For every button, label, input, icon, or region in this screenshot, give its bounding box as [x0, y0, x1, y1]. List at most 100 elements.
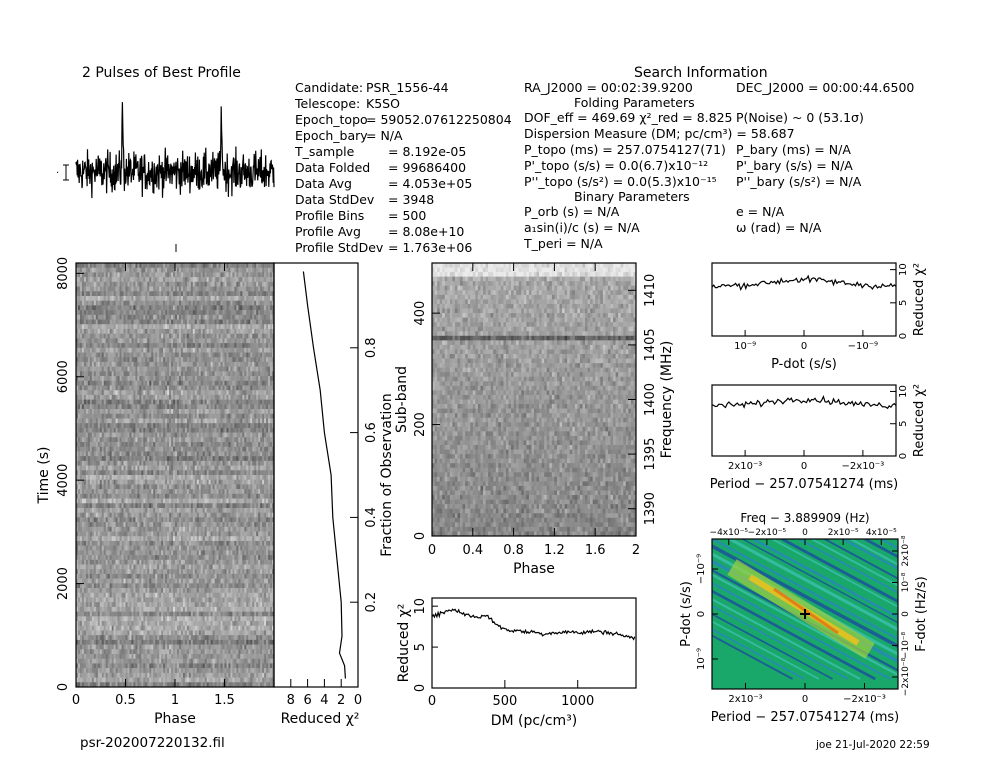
pixel: [157, 267, 160, 273]
pixel: [151, 399, 154, 405]
pixel: [220, 442, 223, 448]
pixel: [131, 442, 134, 448]
pixel: [85, 446, 89, 452]
pixel: [85, 475, 89, 481]
pixel: [131, 328, 134, 334]
pixel: [79, 493, 83, 499]
pixel: [119, 413, 122, 419]
pixel: [167, 295, 170, 301]
pixel: [206, 319, 209, 325]
pixel: [121, 489, 124, 495]
pixel: [161, 427, 164, 433]
pixel: [234, 484, 237, 490]
pixel: [182, 413, 186, 419]
pixel: [222, 437, 225, 443]
pixel: [139, 427, 142, 433]
pixel: [141, 399, 144, 405]
pixel: [252, 489, 255, 495]
pixel: [129, 281, 132, 287]
pixel: [208, 394, 211, 400]
pixel: [97, 390, 101, 396]
pixel: [151, 394, 154, 400]
pixel: [137, 352, 140, 358]
pixel: [101, 310, 105, 316]
pixel: [214, 456, 217, 462]
pixel: [81, 366, 85, 372]
pixel: [234, 418, 237, 424]
pixel: [165, 404, 168, 410]
pixel: [107, 272, 110, 278]
pixel: [190, 413, 194, 419]
pixel: [270, 324, 273, 330]
pixel: [234, 437, 237, 443]
pixel: [254, 352, 257, 358]
pixel: [254, 380, 257, 386]
pixel: [200, 319, 204, 325]
pixel: [270, 385, 273, 391]
pixel: [202, 376, 205, 382]
pixel: [204, 366, 207, 372]
pixel: [147, 310, 150, 316]
pixel: [153, 333, 156, 339]
pixel: [169, 333, 172, 339]
pixel: [246, 310, 249, 316]
pixel: [212, 446, 215, 452]
pixel: [161, 409, 164, 415]
pixel: [123, 465, 126, 471]
pixel: [242, 470, 245, 476]
pixel: [81, 272, 85, 278]
pixel: [178, 399, 182, 405]
pixel: [79, 460, 83, 466]
pixel: [230, 418, 233, 424]
pixel: [117, 446, 120, 452]
pixel: [244, 423, 247, 429]
pixel: [135, 493, 138, 499]
pixel: [149, 347, 152, 353]
pixel: [115, 418, 118, 424]
pixel: [83, 493, 87, 499]
pixel: [180, 314, 184, 320]
pixel: [153, 409, 156, 415]
pixel: [254, 413, 257, 419]
pixel: [256, 465, 259, 471]
pixel: [117, 319, 120, 325]
pixel: [151, 442, 154, 448]
pixel: [149, 310, 152, 316]
pixel: [157, 314, 160, 320]
pixel: [200, 380, 204, 386]
pixel: [226, 394, 229, 400]
pixel: [214, 413, 217, 419]
pixel: [246, 300, 249, 306]
info-e: e = N/A: [736, 204, 785, 219]
pixel: [127, 272, 130, 278]
pixel: [224, 399, 227, 405]
pixel: [87, 465, 91, 471]
pixel: [214, 479, 217, 485]
pixel: [242, 399, 245, 405]
pixel: [151, 409, 154, 415]
pixel: [151, 380, 154, 386]
pixel: [141, 291, 144, 297]
pixel: [131, 470, 134, 476]
pixel: [182, 394, 186, 400]
pixel: [149, 380, 152, 386]
pixel: [139, 305, 142, 311]
pixel: [119, 277, 122, 283]
pixel: [202, 390, 205, 396]
pixel: [258, 272, 261, 278]
pixel: [190, 361, 194, 367]
pixel: [147, 442, 150, 448]
pixel: [77, 263, 81, 269]
pixel: [157, 277, 160, 283]
pixel: [131, 272, 134, 278]
pixel: [127, 333, 130, 339]
pixel: [101, 475, 105, 481]
pixel: [196, 310, 200, 316]
pixel: [262, 263, 265, 269]
pixel: [262, 305, 265, 311]
pixel: [176, 489, 180, 495]
pixel: [186, 371, 190, 377]
pixel: [218, 272, 221, 278]
pixel: [133, 479, 136, 485]
pixel: [206, 361, 209, 367]
